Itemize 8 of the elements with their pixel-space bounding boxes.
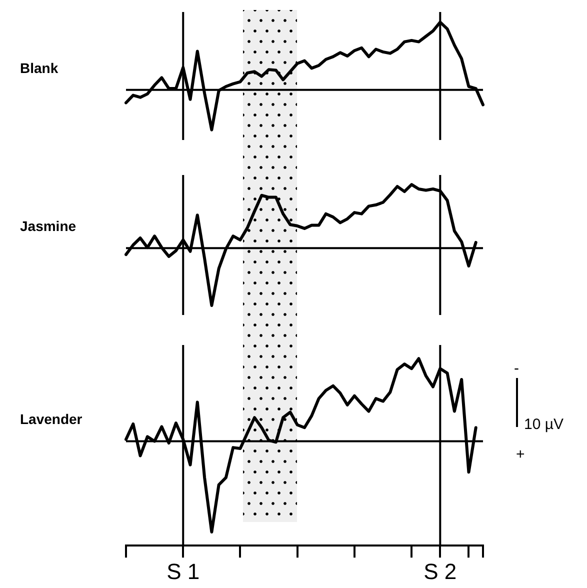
text: 10 µV	[524, 416, 564, 434]
text: Lavender	[20, 411, 82, 428]
text: +	[516, 446, 525, 464]
text: -	[514, 360, 519, 378]
x-tick-label: S 2	[424, 558, 457, 584]
x-tick-label: S 1	[166, 558, 200, 584]
text: Blank	[20, 60, 58, 76]
text: Jasmine	[20, 218, 76, 234]
